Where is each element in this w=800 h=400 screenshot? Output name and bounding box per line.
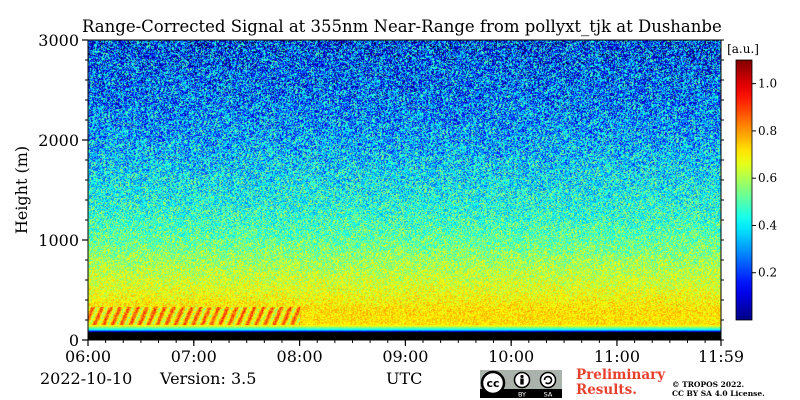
x-tick-label: 09:00 — [382, 347, 428, 366]
y-tick-label: 0 — [69, 331, 79, 350]
x-tick-label: 11:00 — [594, 347, 640, 366]
footer-version: Version: 3.5 — [160, 369, 257, 388]
x-axis-label: UTC — [386, 369, 423, 388]
plot-frame — [87, 39, 722, 341]
preliminary-line-2: Results. — [576, 382, 637, 398]
x-tick-label: 06:00 — [65, 347, 111, 366]
copyright-line-2: CC BY SA 4.0 License. — [672, 389, 765, 398]
colorbar-scale — [735, 59, 753, 321]
svg-text:SA: SA — [544, 391, 553, 399]
heatmap-raster — [88, 40, 721, 340]
x-tick-label: 11:59 — [698, 347, 744, 366]
colorbar-tick-label: 0.8 — [758, 124, 777, 138]
preliminary-results-text: Preliminary Results. — [576, 368, 665, 398]
colorbar-label: [a.u.] — [727, 42, 759, 56]
copyright-line-1: © TROPOS 2022. — [672, 380, 745, 389]
colorbar-tick-label: 0.4 — [758, 218, 777, 232]
y-tick-label: 1000 — [38, 231, 79, 250]
preliminary-line-1: Preliminary — [576, 367, 666, 383]
colorbar: [a.u.] 0.2 0.4 0.6 0.8 1.0 — [727, 42, 777, 321]
y-tick-label: 3000 — [38, 31, 79, 50]
y-axis: 0 1000 2000 3000 — [38, 31, 724, 350]
x-axis: 06:00 07:00 08:00 09:00 10:00 11:00 11:59 — [65, 340, 744, 366]
y-axis-label: Height (m) — [12, 146, 31, 234]
y-tick-label: 2000 — [38, 131, 79, 150]
cc-by-sa-icon: cc BY SA — [480, 370, 562, 398]
colorbar-tick-label: 1.0 — [758, 77, 777, 91]
svg-text:cc: cc — [486, 377, 499, 390]
chart-title: Range-Corrected Signal at 355nm Near-Ran… — [82, 17, 722, 36]
footer-date: 2022-10-10 — [40, 369, 133, 388]
colorbar-tick-label: 0.6 — [758, 171, 777, 185]
x-tick-label: 08:00 — [277, 347, 323, 366]
colorbar-tick-label: 0.2 — [758, 266, 777, 280]
x-tick-label: 10:00 — [488, 347, 534, 366]
heatmap-image — [88, 40, 721, 340]
x-tick-label: 07:00 — [171, 347, 217, 366]
svg-text:BY: BY — [518, 391, 526, 399]
copyright-text: © TROPOS 2022. CC BY SA 4.0 License. — [672, 380, 765, 398]
